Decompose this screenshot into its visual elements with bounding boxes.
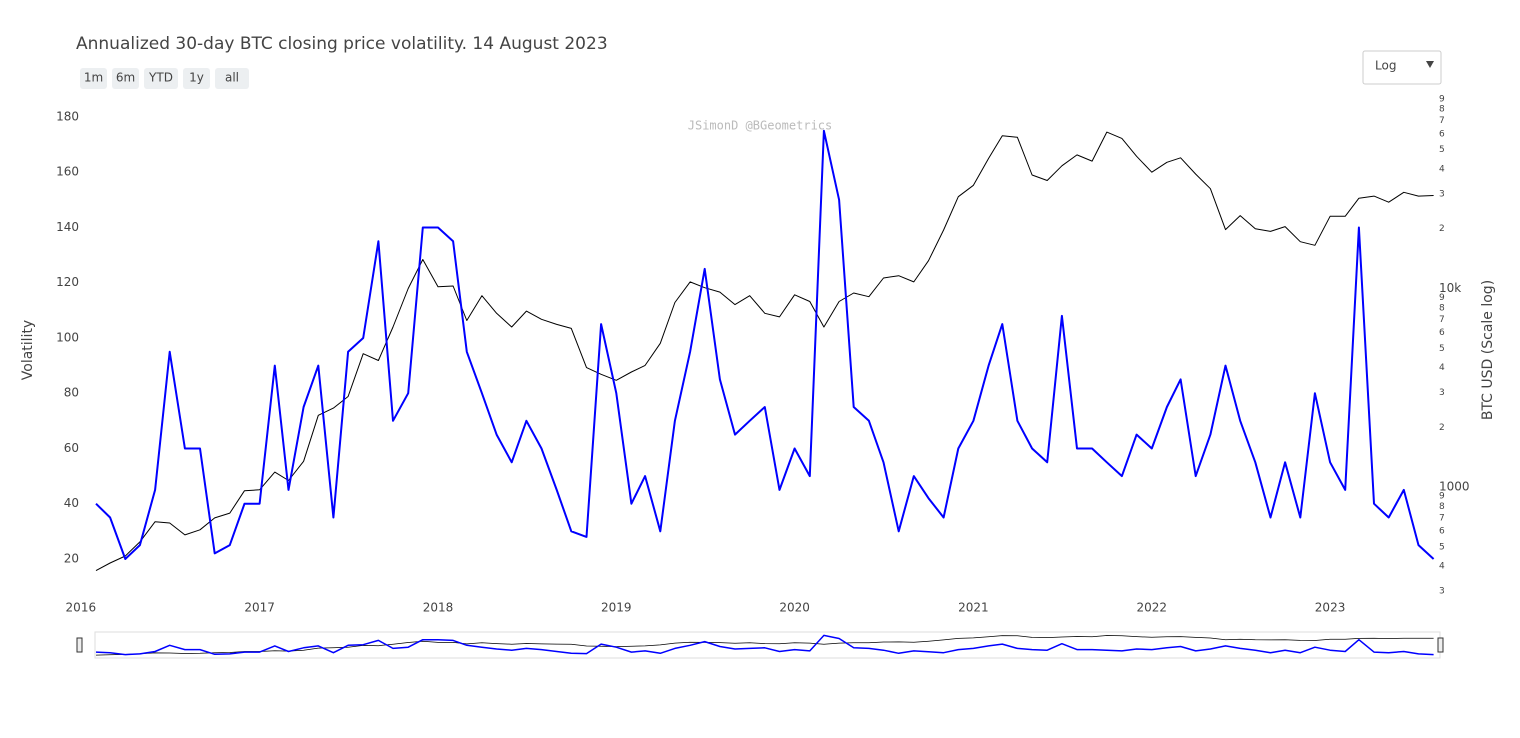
slider-line	[95, 634, 1434, 656]
y-tick-label: 40	[64, 496, 79, 510]
y2-tick-label: 8	[1439, 502, 1445, 512]
y-axis-title: Volatility	[20, 320, 36, 380]
menu-label[interactable]: Log	[1375, 59, 1396, 73]
y2-tick-label: 8	[1439, 303, 1445, 313]
menu-box[interactable]	[1362, 50, 1442, 85]
y-tick-label: 140	[56, 220, 79, 234]
y2-tick-label: 1000	[1439, 480, 1470, 494]
y2-tick-label: 4	[1439, 164, 1445, 174]
y2-axis-title: BTC USD (Scale log)	[1480, 280, 1496, 420]
watermark: JSimonD @BGeometrics	[688, 119, 833, 133]
scale-menu[interactable]: Log	[1362, 50, 1442, 85]
y-tick-label: 80	[64, 386, 79, 400]
chart-title: Annualized 30-day BTC closing price vola…	[76, 34, 608, 54]
x-tick-label: 2023	[1315, 601, 1346, 615]
y2-tick-label: 3	[1439, 587, 1445, 597]
range-button[interactable]: all	[215, 68, 249, 89]
y2-tick-label: 6	[1439, 527, 1445, 537]
y2-tick-label: 9	[1439, 492, 1445, 502]
button-box[interactable]	[215, 68, 249, 89]
slider-line	[95, 635, 1434, 656]
y2-tick-label: 7	[1439, 116, 1445, 126]
button-box[interactable]	[80, 68, 107, 89]
y-tick-label: 120	[56, 275, 79, 289]
button-label[interactable]: YTD	[148, 71, 173, 85]
range-button[interactable]: 1y	[183, 68, 210, 89]
y2-tick-label: 3	[1439, 388, 1445, 398]
button-label[interactable]: 6m	[116, 71, 135, 85]
button-box[interactable]	[144, 68, 178, 89]
y2-tick-label: 4	[1439, 562, 1445, 572]
y2-tick-label: 5	[1439, 344, 1445, 354]
y-tick-label: 100	[56, 330, 79, 344]
x-tick-label: 2021	[958, 601, 989, 615]
y2-tick-label: 3	[1439, 189, 1445, 199]
button-label[interactable]: 1y	[189, 71, 204, 85]
series-line	[95, 129, 1435, 560]
range-slider[interactable]	[94, 631, 1441, 659]
button-label[interactable]: 1m	[84, 71, 103, 85]
x-tick-label: 2022	[1136, 601, 1167, 615]
y2-tick-label: 9	[1439, 95, 1445, 105]
y2-tick-label: 5	[1439, 145, 1445, 155]
slider-handle[interactable]	[76, 637, 83, 653]
y2-tick-label: 2	[1439, 423, 1445, 433]
x-tick-label: 2017	[244, 601, 275, 615]
x-tick-label: 2018	[423, 601, 454, 615]
y2-tick-label: 8	[1439, 105, 1445, 115]
menu-arrow	[1426, 61, 1434, 68]
x-tick-label: 2020	[779, 601, 810, 615]
range-button[interactable]: 1m	[80, 68, 107, 89]
y2-tick-label: 6	[1439, 129, 1445, 139]
button-box[interactable]	[112, 68, 139, 89]
y-tick-label: 20	[64, 551, 79, 565]
range-button[interactable]: 6m	[112, 68, 139, 89]
y2-tick-label: 7	[1439, 513, 1445, 523]
y2-tick-label: 4	[1439, 363, 1445, 373]
y-tick-label: 160	[56, 165, 79, 179]
x-tick-label: 2016	[66, 601, 97, 615]
range-button[interactable]: YTD	[144, 68, 178, 89]
button-label[interactable]: all	[225, 71, 239, 85]
y2-tick-label: 7	[1439, 315, 1445, 325]
y-tick-label: 60	[64, 441, 79, 455]
y2-tick-label: 5	[1439, 542, 1445, 552]
y2-tick-label: 9	[1439, 293, 1445, 303]
y2-tick-label: 6	[1439, 328, 1445, 338]
button-box[interactable]	[183, 68, 210, 89]
y2-tick-label: 10k	[1439, 281, 1461, 295]
y2-tick-label: 2	[1439, 224, 1445, 234]
series-line	[95, 131, 1434, 572]
slider-handle[interactable]	[1437, 637, 1444, 653]
y-tick-label: 180	[56, 109, 79, 123]
x-tick-label: 2019	[601, 601, 632, 615]
